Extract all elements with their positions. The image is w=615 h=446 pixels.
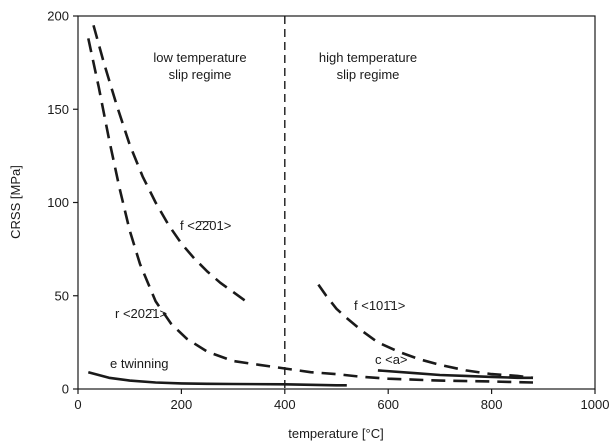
region-high-line2: slip regime xyxy=(337,67,400,82)
x-tick-label: 0 xyxy=(74,397,81,412)
x-tick-label: 200 xyxy=(171,397,193,412)
label-f-2201: f <2̄2̄01> xyxy=(180,218,231,233)
y-tick-label: 0 xyxy=(62,382,69,397)
y-tick-label: 100 xyxy=(47,195,69,210)
label-e-twinning: e twinning xyxy=(110,356,169,371)
x-tick-label: 800 xyxy=(481,397,503,412)
series-line-1 xyxy=(87,38,534,384)
x-tick-label: 600 xyxy=(377,397,399,412)
label-f-1011: f <101̄1> xyxy=(354,298,405,313)
label-c-a: c <a> xyxy=(375,352,408,367)
series-line-3 xyxy=(377,369,533,380)
tick-group: 0 200 400 600 800 1000 0 50 100 150 200 xyxy=(47,9,609,413)
y-tick-label: 50 xyxy=(55,288,69,303)
y-tick-label: 150 xyxy=(47,102,69,117)
region-high-line1: high temperature xyxy=(319,50,417,65)
x-tick-label: 1000 xyxy=(581,397,610,412)
x-axis-label: temperature [°C] xyxy=(288,426,384,441)
x-tick-label: 400 xyxy=(274,397,296,412)
y-tick-label: 200 xyxy=(47,9,69,24)
series-line-2 xyxy=(317,283,534,380)
series-line-0 xyxy=(92,24,247,303)
region-low-line1: low temperature xyxy=(153,50,246,65)
label-r-2021: r <202̄1> xyxy=(115,306,167,321)
y-axis-label: CRSS [MPa] xyxy=(8,165,23,239)
region-low-line2: slip regime xyxy=(169,67,232,82)
series-group xyxy=(87,24,534,387)
series-line-4 xyxy=(87,370,347,387)
